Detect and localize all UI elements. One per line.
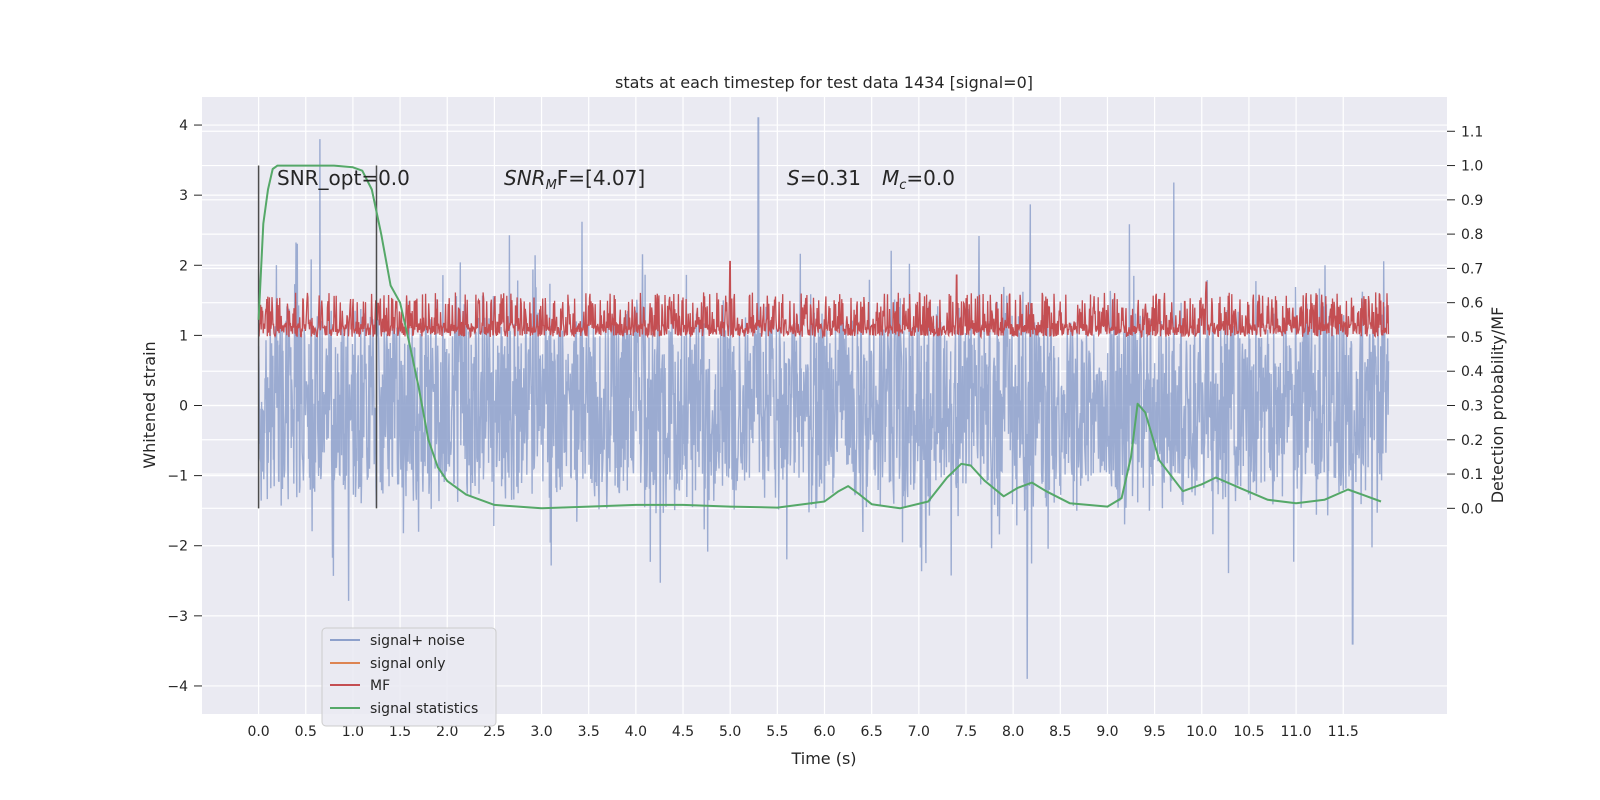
x-tick-label: 1.0 bbox=[342, 724, 364, 740]
x-tick-label: 4.5 bbox=[672, 724, 694, 740]
signal-noise-trace bbox=[257, 117, 1390, 679]
s-rest: =0.31 bbox=[800, 166, 861, 190]
snr-mf-rest: F=[4.07] bbox=[557, 166, 645, 190]
right-y-tick-label: 0.6 bbox=[1461, 296, 1483, 312]
signal-noise-line bbox=[257, 117, 1390, 679]
x-tick-label: 2.0 bbox=[436, 724, 458, 740]
x-tick-label: 10.5 bbox=[1233, 724, 1264, 740]
x-tick-label: 6.5 bbox=[861, 724, 883, 740]
x-tick-label: 6.0 bbox=[813, 724, 835, 740]
legend-box bbox=[321, 627, 497, 727]
mc-sub: c bbox=[899, 178, 906, 193]
x-tick-label: 11.0 bbox=[1281, 724, 1312, 740]
right-y-tick-label: 0.2 bbox=[1461, 433, 1483, 449]
x-tick-label: 0.0 bbox=[247, 724, 269, 740]
y-tick-label: −1 bbox=[167, 469, 188, 485]
snr-opt-annotation: SNR_opt=0.0 bbox=[277, 166, 410, 190]
legend-label-signal-only: signal only bbox=[370, 656, 445, 672]
y-axis-ticks: 4 3 2 1 0 −1 −2 −3 −4 bbox=[167, 118, 202, 695]
annotations: SNR_opt=0.0 SNRMF=[4.07] S=0.31 Mc=0.0 bbox=[277, 166, 955, 193]
right-y-tick-label: 0.8 bbox=[1461, 227, 1483, 243]
snr-mf-annotation: SNRMF=[4.07] bbox=[504, 166, 645, 193]
legend: signal+ noise signal only MF signal stat… bbox=[321, 627, 497, 727]
mf-trace bbox=[257, 260, 1390, 340]
x-tick-label: 9.5 bbox=[1143, 724, 1165, 740]
legend-label-signal-noise: signal+ noise bbox=[370, 633, 465, 649]
right-y-tick-label: 1.0 bbox=[1461, 159, 1483, 175]
x-tick-label: 11.5 bbox=[1328, 724, 1359, 740]
mc-main: M bbox=[882, 166, 899, 190]
snr-mf-main: SNR bbox=[504, 166, 546, 190]
y-tick-label: −4 bbox=[167, 679, 188, 695]
x-tick-label: 2.5 bbox=[483, 724, 505, 740]
x-tick-label: 7.5 bbox=[955, 724, 977, 740]
y-axis-label: Whitened strain bbox=[140, 341, 159, 468]
y-tick-label: 2 bbox=[179, 258, 188, 274]
x-tick-label: 4.0 bbox=[625, 724, 647, 740]
snr-mf-sub: M bbox=[546, 178, 557, 193]
mf-line bbox=[257, 260, 1390, 340]
y-tick-label: −3 bbox=[167, 609, 188, 625]
y-tick-label: 4 bbox=[179, 118, 188, 134]
x-tick-label: 1.5 bbox=[389, 724, 411, 740]
right-y-tick-label: 0.0 bbox=[1461, 501, 1483, 517]
s-annotation: S=0.31 bbox=[787, 166, 861, 190]
signal-statistics-trace bbox=[257, 164, 1382, 510]
y-tick-label: 1 bbox=[179, 328, 188, 344]
legend-label-signal-statistics: signal statistics bbox=[370, 701, 478, 717]
y-tick-label: −2 bbox=[167, 539, 188, 555]
right-y-tick-label: 1.1 bbox=[1461, 124, 1483, 140]
mc-rest: =0.0 bbox=[906, 166, 955, 190]
right-y-tick-label: 0.1 bbox=[1461, 467, 1483, 483]
right-y-tick-label: 0.4 bbox=[1461, 364, 1483, 380]
x-tick-label: 9.0 bbox=[1096, 724, 1118, 740]
vertical-markers bbox=[257, 165, 378, 509]
right-y-tick-label: 0.5 bbox=[1461, 330, 1483, 346]
right-y-axis-label: Detection probability/MF bbox=[1488, 307, 1507, 504]
right-y-tick-label: 0.3 bbox=[1461, 399, 1483, 415]
x-axis-ticks: 0.0 0.5 1.0 1.5 2.0 2.5 3.0 3.5 4.0 4.5 5.0 5.5 6.0 6… bbox=[247, 724, 1358, 740]
x-tick-label: 5.0 bbox=[719, 724, 741, 740]
x-tick-label: 0.5 bbox=[295, 724, 317, 740]
x-tick-label: 7.0 bbox=[908, 724, 930, 740]
x-axis-label: Time (s) bbox=[790, 749, 856, 768]
x-tick-label: 8.0 bbox=[1002, 724, 1024, 740]
x-tick-label: 10.0 bbox=[1186, 724, 1217, 740]
y-tick-label: 3 bbox=[179, 188, 188, 204]
x-tick-label: 5.5 bbox=[766, 724, 788, 740]
s-main: S bbox=[787, 166, 800, 190]
x-tick-label: 3.0 bbox=[530, 724, 552, 740]
right-y-tick-label: 0.7 bbox=[1461, 261, 1483, 277]
y-tick-label: 0 bbox=[179, 399, 188, 415]
right-y-tick-label: 0.9 bbox=[1461, 193, 1483, 209]
mc-annotation: Mc=0.0 bbox=[882, 166, 955, 193]
legend-label-mf: MF bbox=[370, 678, 390, 694]
signal-statistics-line bbox=[257, 164, 1382, 510]
x-tick-label: 8.5 bbox=[1049, 724, 1071, 740]
x-tick-label: 3.5 bbox=[578, 724, 600, 740]
right-y-axis-ticks: 1.1 1.0 0.9 0.8 0.7 0.6 0.5 0.4 0.3 0.2 0.1 0.0 bbox=[1447, 124, 1483, 517]
chart-title: stats at each timestep for test data 143… bbox=[615, 73, 1033, 92]
